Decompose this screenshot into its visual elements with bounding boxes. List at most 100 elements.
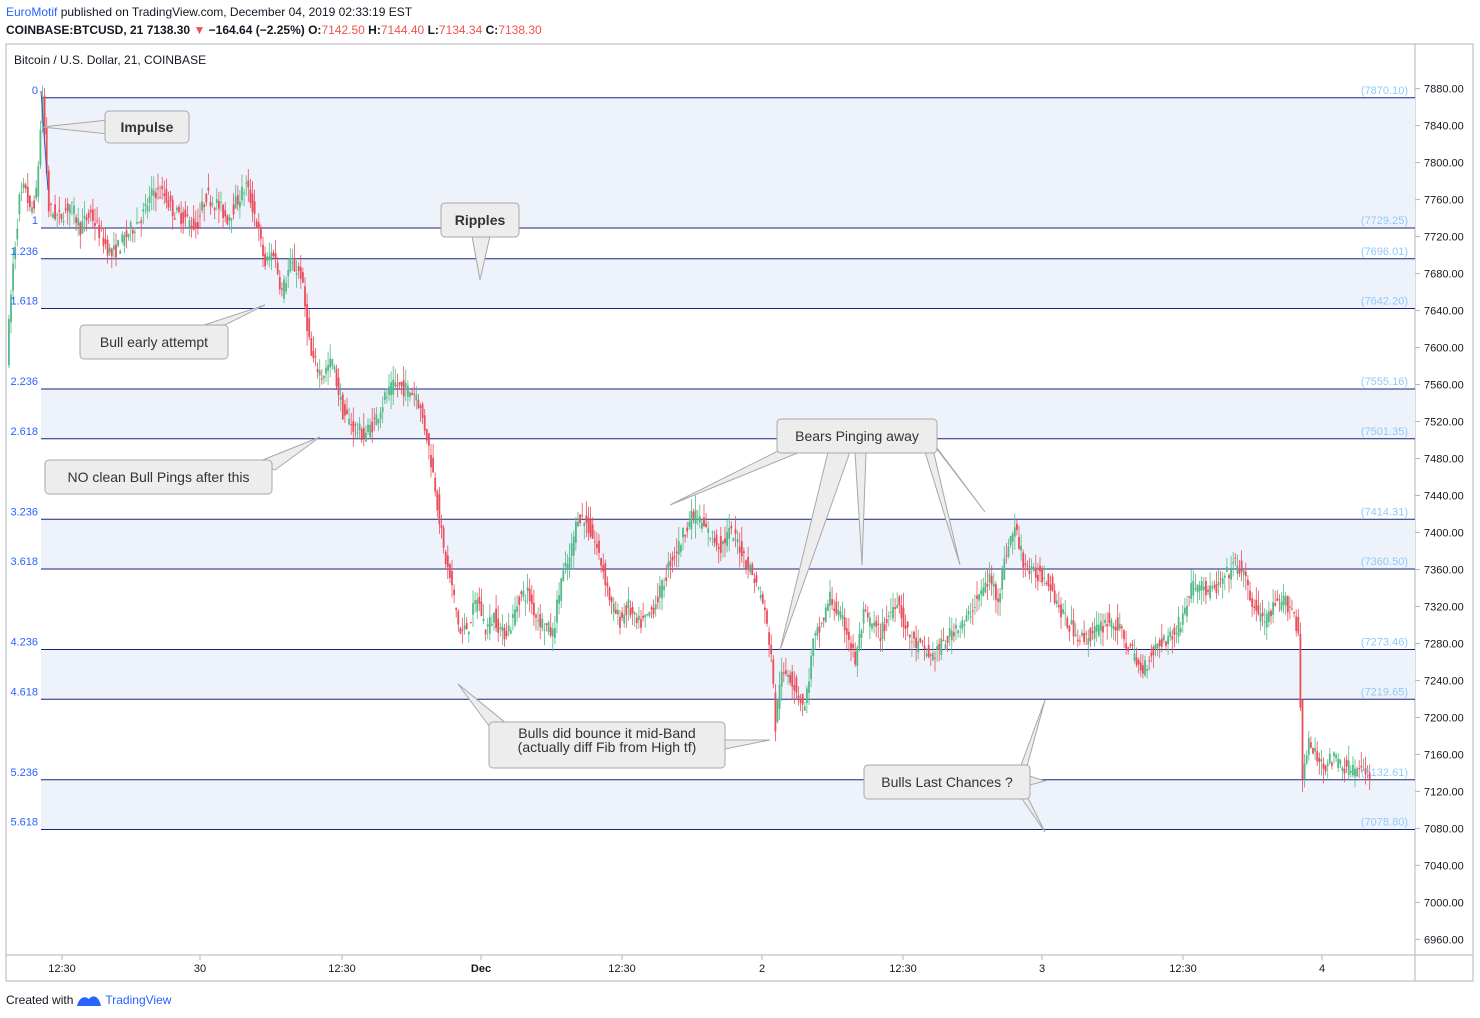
candle-up xyxy=(1175,632,1178,634)
candle-up xyxy=(911,641,913,643)
candle-down xyxy=(675,551,678,554)
candle-down xyxy=(1121,626,1123,629)
candle-down xyxy=(1316,751,1319,762)
candle-up xyxy=(1144,660,1146,676)
candle-up xyxy=(1335,754,1337,758)
candle-down xyxy=(1286,595,1289,613)
candle-down xyxy=(986,584,989,587)
candle-down xyxy=(400,382,403,387)
candle-down xyxy=(218,200,220,209)
candle-down xyxy=(47,170,50,212)
callout-bears[interactable]: Bears Pinging away xyxy=(669,418,986,651)
open-label: O: xyxy=(308,23,322,37)
candle-up xyxy=(1232,562,1235,564)
candle-down xyxy=(161,186,164,190)
callout-bulls-bounce-1[interactable]: Bulls did bounce it mid-Band(actually di… xyxy=(457,683,771,769)
callout-ripples[interactable]: Ripples xyxy=(440,202,520,281)
candle-down xyxy=(799,699,802,703)
tradingview-brand[interactable]: TradingView xyxy=(105,993,172,1007)
candle-down xyxy=(64,208,67,210)
candle-down xyxy=(845,628,848,635)
candle-down xyxy=(425,428,428,441)
candle-up xyxy=(52,214,54,218)
candle-down xyxy=(915,637,917,648)
candle-up xyxy=(556,599,558,623)
candle-down xyxy=(774,692,777,732)
candle-down xyxy=(793,685,796,691)
candle-up xyxy=(394,382,397,387)
callout-impulse[interactable]: Impulse xyxy=(41,110,190,144)
candle-down xyxy=(182,212,185,224)
candle-down xyxy=(1213,585,1216,588)
candle-up xyxy=(365,432,367,442)
candle-down xyxy=(1331,762,1333,766)
candle-up xyxy=(1013,527,1016,537)
candle-down xyxy=(371,421,374,433)
author-link[interactable]: EuroMotif xyxy=(6,5,58,19)
candle-down xyxy=(1085,633,1088,635)
candle-down xyxy=(640,618,642,628)
candle-down xyxy=(1148,660,1151,662)
candle-down xyxy=(140,220,143,224)
candle-down xyxy=(934,657,936,659)
candle-down xyxy=(272,252,275,257)
candle-up xyxy=(134,231,136,233)
candle-down xyxy=(835,601,838,614)
callout-last-chances[interactable]: Bulls Last Chances ? xyxy=(863,699,1047,833)
candle-down xyxy=(396,384,399,387)
candle-down xyxy=(864,609,867,611)
candle-up xyxy=(824,607,827,623)
fib-band xyxy=(41,779,1415,830)
fib-ratio-label: 5.618 xyxy=(10,817,38,829)
candle-up xyxy=(562,570,565,582)
candle-up xyxy=(230,218,233,221)
candle-down xyxy=(184,209,187,218)
candle-up xyxy=(892,606,894,619)
candle-up xyxy=(612,603,615,613)
candle-down xyxy=(885,618,888,623)
candle-up xyxy=(707,528,710,533)
candle-up xyxy=(890,611,892,613)
candle-down xyxy=(96,220,98,222)
candle-up xyxy=(522,590,525,597)
candle-down xyxy=(54,204,56,220)
candle-down xyxy=(131,229,134,234)
candle-down xyxy=(419,405,422,408)
candle-down xyxy=(1228,574,1230,579)
candle-up xyxy=(1354,768,1356,777)
candle-up xyxy=(1055,600,1058,605)
candle-down xyxy=(635,617,638,624)
candle-down xyxy=(1312,747,1314,754)
candle-down xyxy=(822,617,825,621)
candle-up xyxy=(663,585,665,590)
fib-bands xyxy=(41,97,1415,830)
candle-down xyxy=(904,625,907,629)
candle-up xyxy=(142,209,145,212)
candle-up xyxy=(1320,759,1323,762)
callout-bull-early[interactable]: Bull early attempt xyxy=(79,304,266,360)
price-tick-label: 7400.00 xyxy=(1424,527,1464,539)
candle-up xyxy=(638,615,640,620)
candle-up xyxy=(1156,643,1159,649)
candle-up xyxy=(978,594,980,601)
price-tick-label: 7280.00 xyxy=(1424,638,1464,650)
candle-up xyxy=(404,383,407,388)
candle-up xyxy=(138,222,140,224)
candle-up xyxy=(409,392,411,397)
price-tick-label: 7480.00 xyxy=(1424,454,1464,466)
candle-up xyxy=(537,620,539,622)
candle-up xyxy=(1032,567,1035,571)
candle-down xyxy=(251,193,254,213)
candle-up xyxy=(808,681,810,693)
candle-up xyxy=(129,222,132,228)
candle-down xyxy=(470,622,472,624)
candle-down xyxy=(764,607,766,611)
candle-up xyxy=(722,541,724,545)
candle-up xyxy=(1167,636,1169,645)
candle-down xyxy=(362,427,365,439)
candle-up xyxy=(1100,621,1102,631)
candle-up xyxy=(509,630,512,634)
candle-up xyxy=(1263,621,1266,623)
callout-no-clean[interactable]: NO clean Bull Pings after this xyxy=(44,436,321,495)
